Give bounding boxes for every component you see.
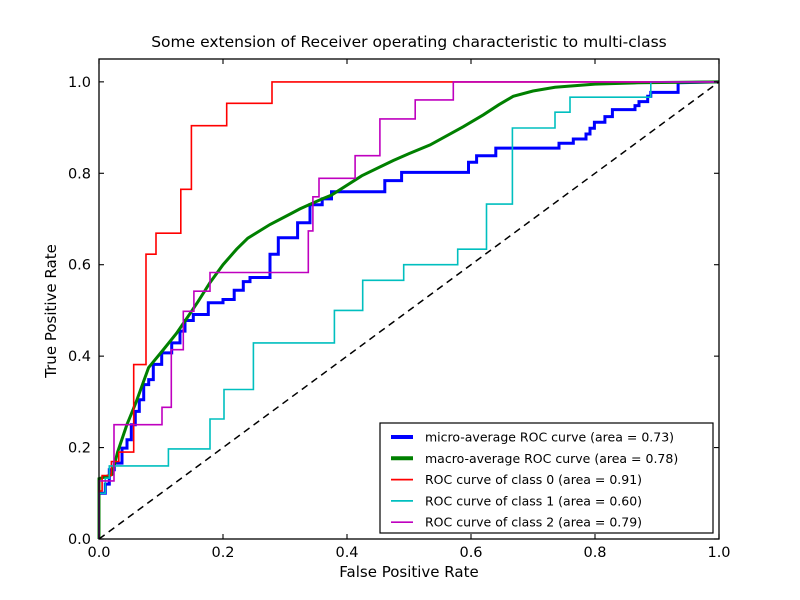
curves xyxy=(97,80,720,540)
x-tick-label: 0.8 xyxy=(583,545,606,561)
roc-curve-class-1-legend-label: ROC curve of class 1 (area = 0.60) xyxy=(425,493,642,508)
x-tick-label: 0.2 xyxy=(211,545,234,561)
y-tick-label: 1.0 xyxy=(68,75,91,91)
y-tick-label: 0.4 xyxy=(68,349,91,365)
plot-frame xyxy=(98,58,720,540)
x-tick-label: 1.0 xyxy=(707,545,730,561)
macro-average-roc-curve-legend-label: macro-average ROC curve (area = 0.78) xyxy=(425,451,678,466)
roc-curve-class-2 xyxy=(98,81,719,539)
roc-curve-class-1 xyxy=(98,81,719,539)
roc-curve-class-2-legend-label: ROC curve of class 2 (area = 0.79) xyxy=(425,515,642,530)
x-axis-label: False Positive Rate xyxy=(339,563,478,581)
macro-average-roc-curve xyxy=(97,80,720,539)
chance-diagonal xyxy=(98,81,720,540)
roc-curve-class-0-legend-label: ROC curve of class 0 (area = 0.91) xyxy=(425,472,642,487)
x-tick-label: 0.0 xyxy=(87,545,110,561)
y-tick-label: 0.0 xyxy=(68,532,91,548)
y-tick-label: 0.2 xyxy=(68,441,91,457)
y-tick-label: 0.6 xyxy=(68,258,91,274)
y-tick-label: 0.8 xyxy=(68,166,91,182)
legend-box xyxy=(379,422,714,534)
micro-average-roc-curve xyxy=(97,80,720,539)
x-tick-labels: 0.0 0.2 0.4 0.6 0.8 1.0 xyxy=(87,545,730,561)
micro-average-roc-curve-legend-label: micro-average ROC curve (area = 0.73) xyxy=(425,430,674,445)
y-tick-labels: 0.0 0.2 0.4 0.6 0.8 1.0 xyxy=(68,75,91,548)
axis-ticks xyxy=(98,59,720,540)
x-tick-label: 0.4 xyxy=(335,545,358,561)
roc-curve-class-0 xyxy=(98,81,719,539)
x-tick-label: 0.6 xyxy=(459,545,482,561)
axis-frame xyxy=(98,58,720,540)
legend: micro-average ROC curve (area = 0.73) mac… xyxy=(379,422,714,534)
chart-title: Some extension of Receiver operating cha… xyxy=(151,33,667,51)
y-axis-label: True Positive Rate xyxy=(42,244,60,379)
